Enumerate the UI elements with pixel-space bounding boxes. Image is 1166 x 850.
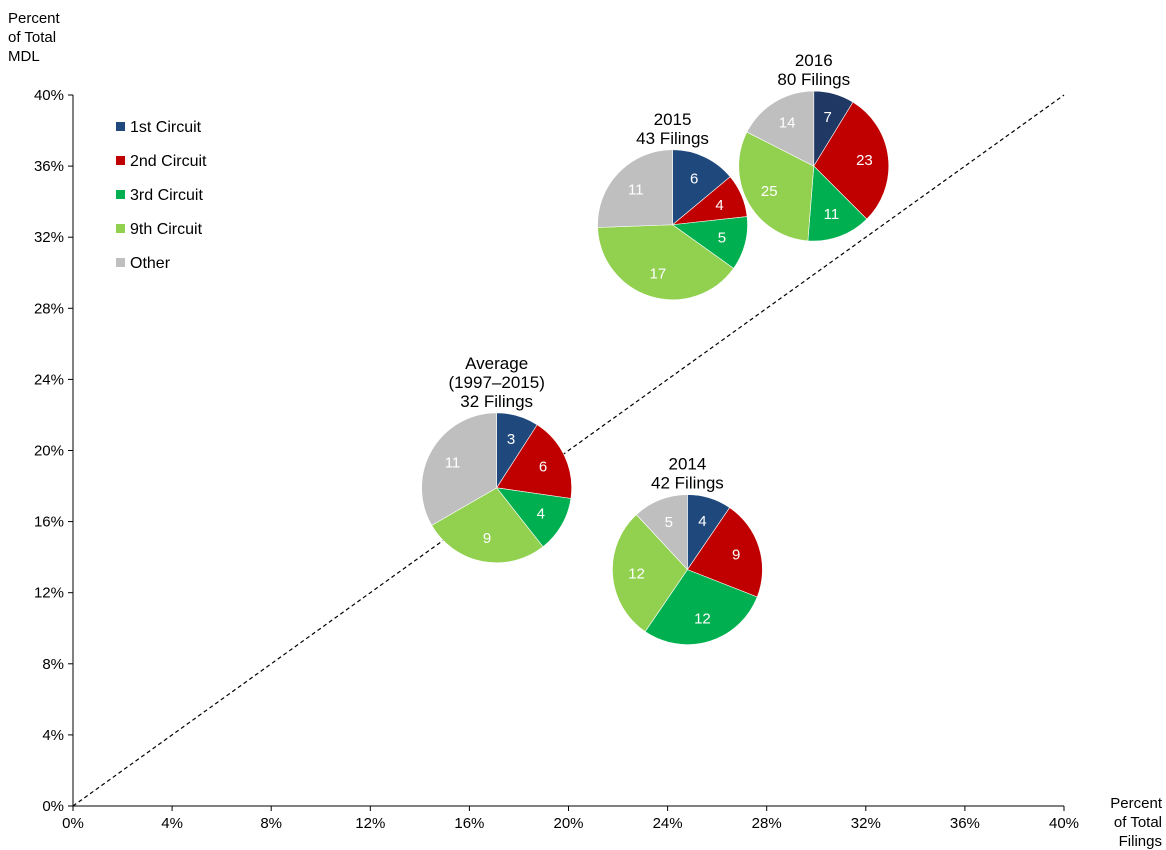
pie-title-line: (1997–2015) (448, 373, 544, 392)
pie-slice (635, 494, 688, 571)
pie-slice-label: 3 (507, 431, 515, 448)
pie-slice (813, 101, 890, 220)
diagonal-reference-line (72, 94, 1065, 807)
pie-slice-label: 11 (628, 181, 644, 198)
pie-slice (672, 149, 731, 226)
x-tick-label: 24% (653, 815, 683, 832)
pie-slice-label: 25 (761, 183, 778, 200)
pie-title-line: 2016 (795, 51, 833, 70)
pie-slice (597, 224, 734, 301)
pie-slice (746, 90, 815, 167)
y-tick-label: 20% (34, 443, 64, 460)
y-axis-title-line: of Total (8, 29, 56, 46)
pie-title-line: 2015 (654, 110, 692, 129)
pie-slice-label: 17 (650, 266, 667, 283)
legend-swatch (116, 122, 125, 131)
pie-title-line: 43 Filings (636, 129, 709, 148)
x-axis-title: Percent of Total Filings (1110, 795, 1163, 850)
x-tick-label: 16% (454, 815, 484, 832)
pie-slice-label: 14 (779, 115, 796, 132)
x-axis-ticks: 0% 4% 8% 12% 16% 20% 24% 28% 32% 36% 40% (62, 806, 1079, 832)
pie-slice-label: 6 (539, 459, 547, 476)
y-tick-label: 32% (34, 229, 64, 246)
pie-slice-label: 4 (537, 505, 545, 522)
pie-slice (421, 412, 497, 526)
x-axis-title-line: Filings (1119, 833, 1162, 850)
y-tick-label: 16% (34, 514, 64, 531)
y-axis-ticks: 0% 4% 8% 12% 16% 20% 24% 28% 32% 36% 40% (34, 87, 73, 815)
y-tick-label: 0% (42, 798, 64, 815)
pie-slice-label: 9 (732, 547, 740, 564)
y-tick-label: 24% (34, 371, 64, 388)
pie-slice-label: 12 (694, 610, 711, 627)
x-tick-label: 36% (950, 815, 980, 832)
pie-slice-label: 6 (690, 171, 698, 188)
pie-slice-label: 9 (483, 530, 491, 547)
legend-swatch (116, 224, 125, 233)
pie-slice (807, 165, 868, 242)
pie-title-line: 32 Filings (460, 392, 533, 411)
pie-slice (597, 149, 673, 228)
x-tick-label: 12% (355, 815, 385, 832)
legend-swatch (116, 156, 125, 165)
pie-slice-label: 11 (445, 454, 461, 471)
pie-slice (612, 514, 688, 632)
pie-slice (496, 424, 572, 499)
x-tick-label: 0% (62, 815, 84, 832)
y-tick-label: 8% (42, 656, 64, 673)
pie-slice-label: 23 (856, 152, 873, 169)
legend-label: 1st Circuit (130, 119, 202, 136)
pie-slice-label: 7 (823, 109, 831, 126)
pie-slice-label: 4 (698, 513, 706, 530)
legend-label: 9th Circuit (130, 221, 203, 238)
pie-slice (686, 507, 763, 598)
pie-slice-label: 5 (665, 514, 673, 531)
y-axis-title-line: MDL (8, 48, 40, 65)
x-tick-label: 8% (260, 815, 282, 832)
pie-slice-label: 4 (715, 197, 723, 214)
y-axis-title-line: Percent (8, 10, 61, 27)
y-tick-label: 40% (34, 87, 64, 104)
y-tick-label: 12% (34, 585, 64, 602)
x-tick-label: 4% (161, 815, 183, 832)
x-tick-label: 40% (1049, 815, 1079, 832)
pie-title-line: 42 Filings (651, 474, 724, 493)
x-tick-label: 20% (553, 815, 583, 832)
pie-slice-label: 5 (718, 230, 726, 247)
legend-swatch (116, 190, 125, 199)
pie-slice (431, 487, 544, 564)
legend-label: 3rd Circuit (130, 187, 203, 204)
x-axis-title-line: Percent (1110, 795, 1163, 812)
pie-title-line: 2014 (669, 455, 707, 474)
x-tick-label: 32% (851, 815, 881, 832)
pie-slice (738, 131, 815, 242)
pie-title-line: 80 Filings (777, 70, 850, 89)
x-axis-title-line: of Total (1114, 814, 1162, 831)
x-tick-label: 28% (752, 815, 782, 832)
legend-swatch (116, 258, 125, 267)
pie-slice-label: 12 (628, 565, 645, 582)
y-tick-label: 36% (34, 158, 64, 175)
legend: 1st Circuit 2nd Circuit 3rd Circuit 9th Cir… (116, 119, 207, 272)
y-tick-label: 4% (42, 727, 64, 744)
legend-label: Other (130, 255, 171, 272)
legend-label: 2nd Circuit (130, 153, 207, 170)
pie-chart: 3 6 4 9 11 Average(1997–2015)32 Filings (421, 354, 572, 564)
y-axis-title: Percent of Total MDL (8, 10, 61, 65)
pie-slice-label: 11 (824, 206, 840, 223)
y-tick-label: 28% (34, 300, 64, 317)
pie-slice (644, 569, 758, 645)
pie-title-line: Average (465, 354, 528, 373)
